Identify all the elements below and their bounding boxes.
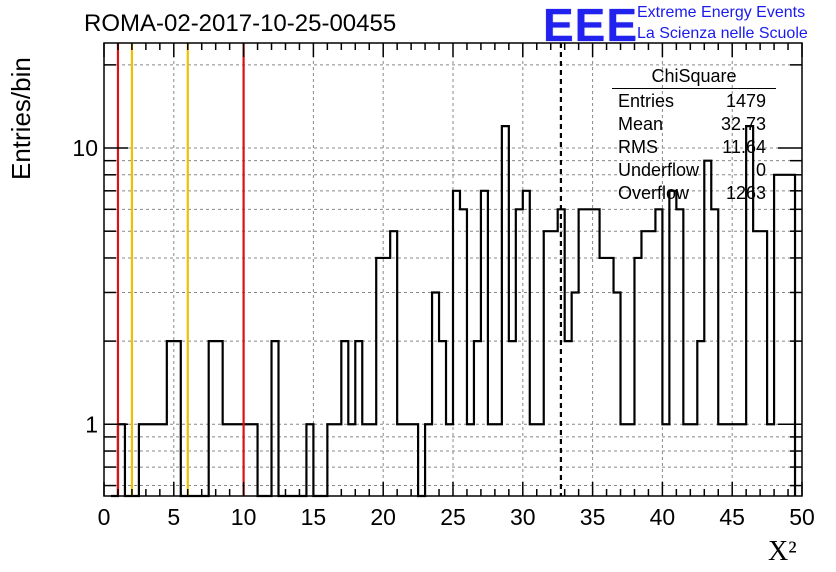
x-tick-label: 25: [440, 504, 466, 530]
x-tick-label: 20: [370, 504, 396, 530]
stats-row-underflow: Underflow 0: [612, 159, 776, 182]
eee-logo-line-2: La Scienza nelle Scuole: [637, 25, 808, 42]
y-axis-label: Entries/bin: [6, 57, 36, 180]
stats-value: 0: [755, 160, 766, 180]
x-tick-label: 40: [650, 504, 676, 530]
x-tick-label: 5: [167, 504, 180, 530]
reference-lines-layer: [116, 43, 563, 496]
x-tick-label: 50: [789, 504, 815, 530]
x-tick-label: 45: [719, 504, 745, 530]
stats-row-overflow: Overflow 1263: [612, 182, 776, 205]
stats-label: RMS: [618, 137, 658, 157]
histogram-layer: [110, 125, 797, 498]
stats-value: 1263: [725, 183, 766, 203]
run-title: ROMA-02-2017-10-25-00455: [84, 10, 397, 37]
stats-row-rms: RMS 11.64: [612, 136, 776, 159]
stats-label: Entries: [618, 91, 675, 111]
stats-value: 11.64: [722, 137, 766, 157]
x-tick-label: 0: [98, 504, 111, 530]
stats-box: ChiSquare Entries 1479 Mean 32.73 RMS 11…: [612, 66, 776, 205]
stats-label: Overflow: [618, 183, 690, 203]
stats-label: Underflow: [618, 160, 700, 180]
eee-logo-line-1: Extreme Energy Events: [637, 4, 806, 21]
x-tick-label: 35: [580, 504, 606, 530]
x-axis-label: X²: [768, 536, 797, 567]
stats-row-entries: Entries 1479: [612, 90, 776, 113]
y-tick-label: 1: [85, 411, 98, 437]
x-tick-label: 10: [231, 504, 257, 530]
x-tick-label: 30: [510, 504, 536, 530]
x-tick-label: 15: [301, 504, 327, 530]
eee-logo: EEE: [543, 0, 639, 51]
stats-title: ChiSquare: [612, 66, 776, 89]
stats-value: 1479: [725, 91, 766, 111]
y-tick-label: 10: [72, 135, 98, 161]
axes-layer: 0 5 10 15 20 25 30 35 40 45 50 1 10: [72, 42, 815, 530]
stats-row-mean: Mean 32.73: [612, 113, 776, 136]
stats-label: Mean: [618, 114, 664, 134]
histogram-outline: [110, 125, 797, 498]
stats-value: 32.73: [720, 114, 766, 134]
